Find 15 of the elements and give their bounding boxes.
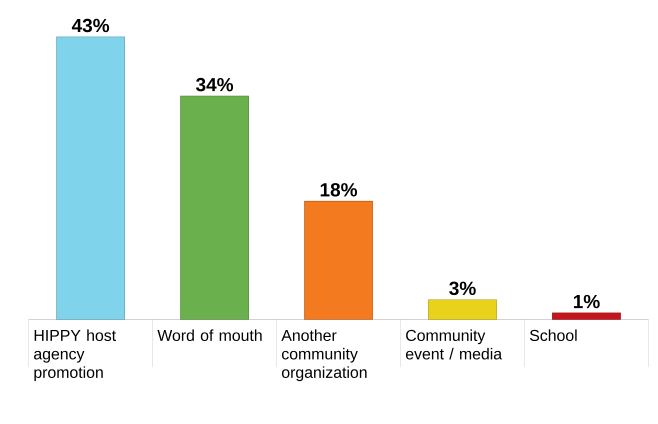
data-label: 34% [196, 78, 234, 92]
data-label: 1% [574, 294, 600, 308]
data-label: 43% [72, 18, 110, 32]
bar [552, 312, 621, 320]
data-label: 3% [449, 281, 476, 295]
x-tick-label: School [530, 329, 577, 341]
x-tick-label: Word of mouth [157, 329, 262, 341]
bar [428, 299, 497, 320]
data-label: 18% [320, 182, 358, 196]
bar [56, 36, 125, 320]
x-tick-label: HIPPY host agency promotion [34, 329, 116, 381]
x-tick-label: Another community organization [281, 329, 367, 381]
bar [180, 96, 249, 320]
x-tick-label: Community event / media [406, 329, 502, 360]
bar [304, 200, 373, 320]
